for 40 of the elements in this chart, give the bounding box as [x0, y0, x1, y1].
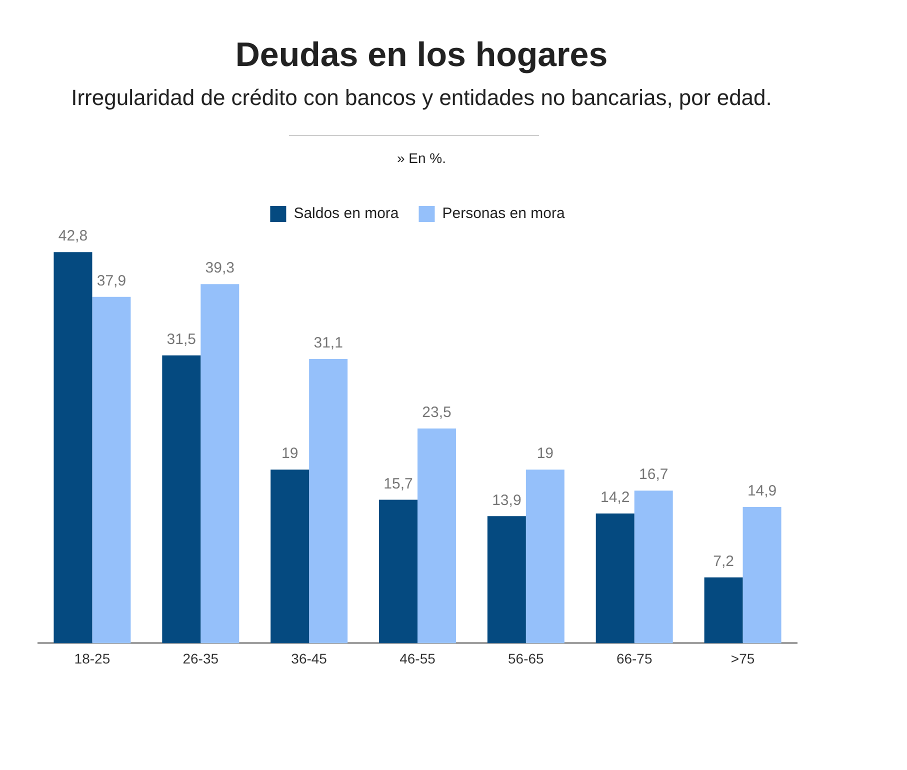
bar — [54, 252, 92, 644]
bar — [162, 355, 201, 644]
x-tick-label: 26-35 — [182, 650, 219, 666]
data-label: 42,8 — [58, 228, 88, 245]
bar — [487, 516, 526, 644]
bar — [704, 577, 743, 644]
data-label: 13,9 — [492, 492, 522, 509]
x-tick-label: 46-55 — [400, 650, 436, 666]
x-tick-label: 36-45 — [291, 650, 328, 666]
chart-subtitle: Irregularidad de crédito con bancos y entidades no bancarias, por edad. — [70, 85, 773, 111]
legend-label: Personas en mora — [442, 205, 566, 222]
x-tick-label: >75 — [730, 650, 755, 666]
bar — [596, 513, 634, 644]
x-tick-label: 66-75 — [616, 650, 652, 666]
data-label: 37,9 — [96, 272, 126, 290]
bar — [379, 500, 418, 644]
data-label: 14,2 — [600, 489, 630, 506]
bar — [526, 470, 564, 644]
x-tick-label: 18-25 — [74, 650, 110, 666]
data-label: 14,9 — [747, 482, 777, 500]
bar — [634, 490, 673, 644]
data-label: 15,7 — [384, 475, 413, 492]
x-tick-label: 56-65 — [508, 650, 544, 666]
data-label: 7,2 — [713, 553, 734, 570]
bar — [742, 507, 782, 644]
data-label: 39,3 — [205, 260, 234, 277]
data-label: 19 — [536, 445, 554, 462]
bar — [418, 428, 456, 644]
bar — [92, 296, 131, 644]
data-label: 23,5 — [422, 404, 452, 422]
data-label: 31,1 — [314, 334, 343, 352]
data-label: 31,5 — [166, 331, 196, 348]
data-label: 16,7 — [639, 466, 668, 484]
text: » En %. — [396, 150, 448, 166]
legend-label: Saldos en mora — [294, 205, 400, 222]
chart-title: Deudas en los hogares — [234, 36, 609, 75]
bar — [309, 359, 348, 644]
bar — [200, 284, 240, 644]
bar — [270, 470, 310, 644]
data-label: 19 — [281, 445, 298, 462]
